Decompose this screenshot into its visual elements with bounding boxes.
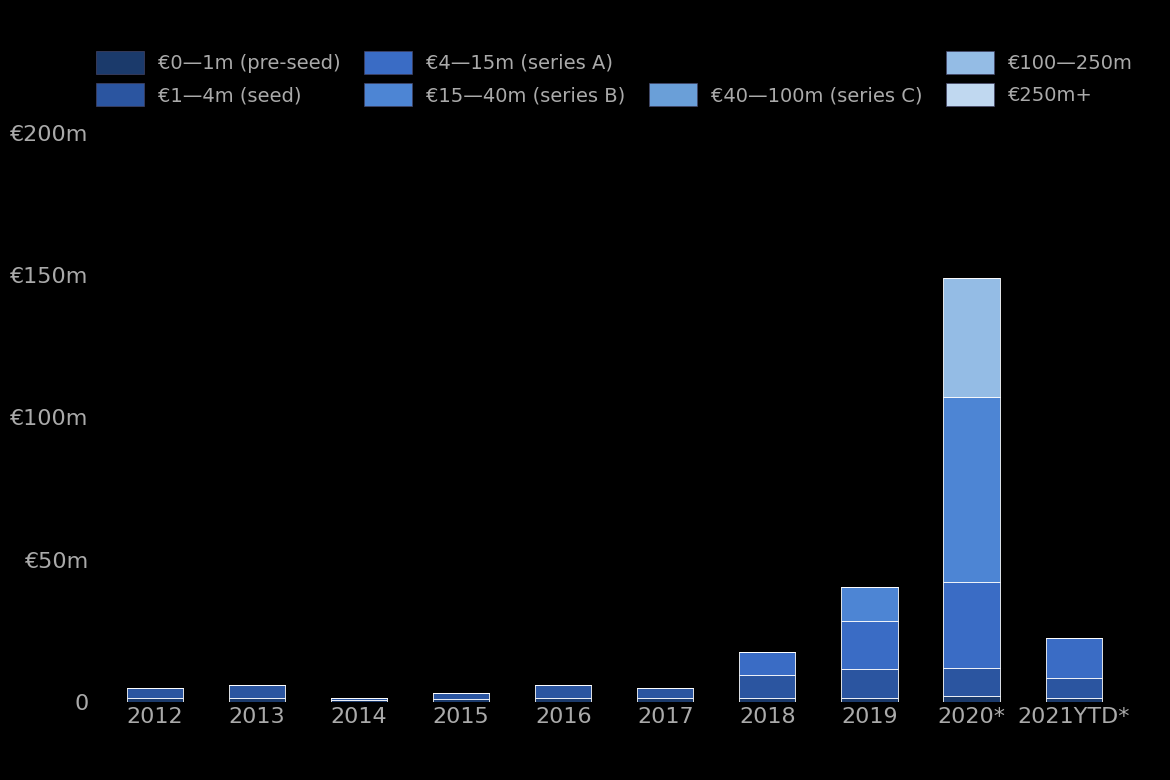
Bar (943, 278, 999, 397)
Bar (638, 698, 694, 702)
Bar (331, 698, 387, 700)
Bar (126, 688, 183, 698)
Bar (535, 685, 591, 698)
Bar (638, 688, 694, 698)
Bar (943, 583, 999, 668)
Bar (433, 699, 489, 702)
Bar (943, 668, 999, 697)
Bar (841, 669, 897, 698)
Bar (943, 697, 999, 702)
Bar (1046, 678, 1102, 698)
Bar (229, 698, 285, 702)
Bar (739, 652, 796, 675)
Bar (1046, 638, 1102, 678)
Bar (126, 698, 183, 702)
Bar (841, 698, 897, 702)
Bar (433, 693, 489, 699)
Bar (841, 621, 897, 669)
Bar (739, 698, 796, 702)
Bar (229, 685, 285, 698)
Bar (535, 698, 591, 702)
Bar (1046, 698, 1102, 702)
Bar (943, 397, 999, 583)
Bar (841, 587, 897, 621)
Bar (331, 700, 387, 702)
Bar (739, 675, 796, 698)
Legend: €0—1m (pre-seed), €1—4m (seed), €4—15m (series A), €15—40m (series B), , €40—100: €0—1m (pre-seed), €1—4m (seed), €4—15m (… (96, 51, 1133, 106)
